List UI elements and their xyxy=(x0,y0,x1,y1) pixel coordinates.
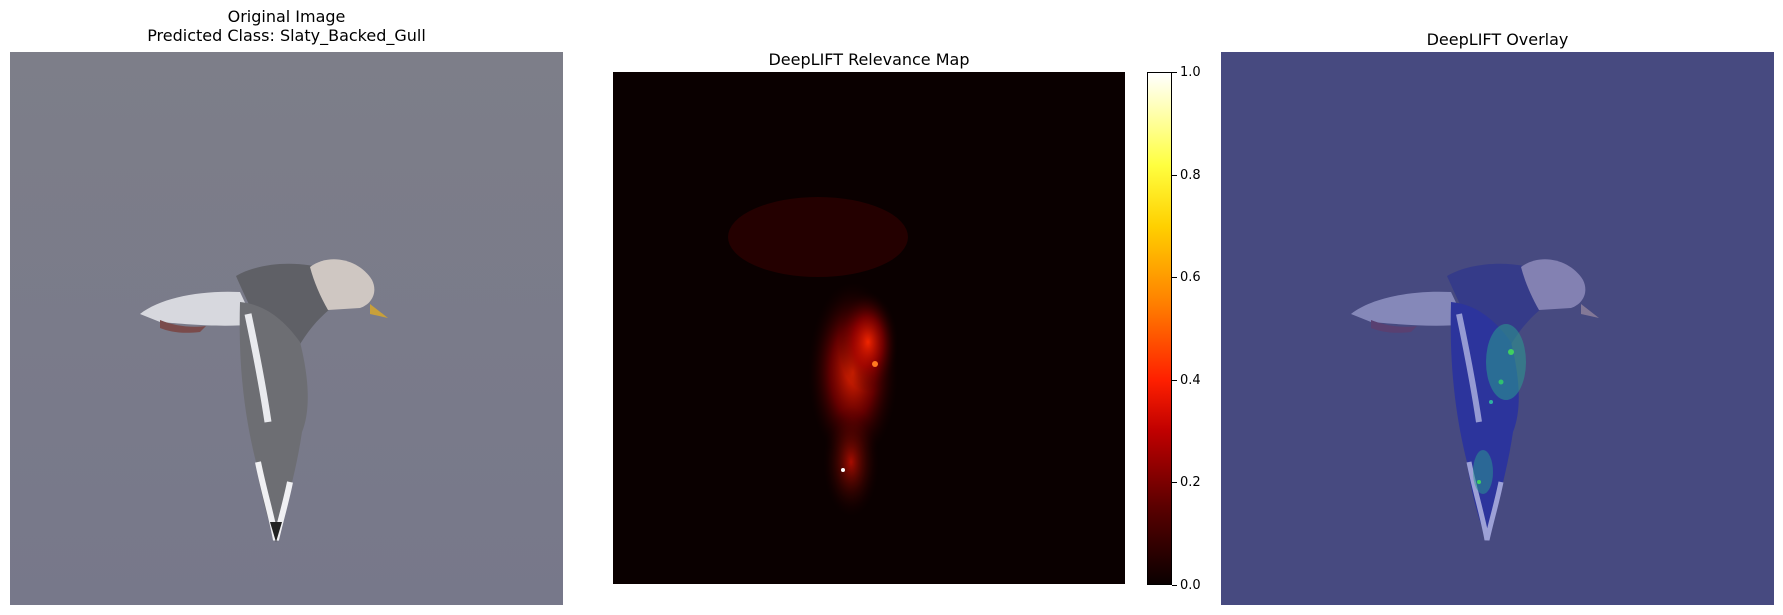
overlay-relevance-spots xyxy=(1473,324,1526,494)
colorbar xyxy=(1147,72,1172,585)
colorbar-tick-label: 0.4 xyxy=(1180,373,1201,388)
colorbar-tick-label: 1.0 xyxy=(1180,65,1201,80)
overlay-title: DeepLIFT Overlay xyxy=(1426,30,1569,49)
colorbar-tick-mark xyxy=(1172,380,1177,381)
colorbar-tick-mark xyxy=(1172,175,1177,176)
colorbar-tick-mark xyxy=(1172,72,1177,73)
gull-figure xyxy=(140,259,388,542)
colorbar-tick-label: 0.6 xyxy=(1180,270,1201,285)
overlay-image xyxy=(1221,52,1774,605)
original-image-title: Original Image Predicted Class: Slaty_Ba… xyxy=(10,7,563,45)
original-image xyxy=(10,52,563,605)
colorbar-tick-label: 0.0 xyxy=(1180,578,1201,593)
predicted-class-label: Predicted Class: Slaty_Backed_Gull xyxy=(147,26,426,45)
colorbar-tick-mark xyxy=(1172,277,1177,278)
original-image-title-line1: Original Image xyxy=(227,7,346,26)
relevance-map xyxy=(613,72,1125,584)
colorbar-tick-label: 0.2 xyxy=(1180,475,1201,490)
colorbar-tick-label: 0.8 xyxy=(1180,168,1201,183)
colorbar-tick-mark xyxy=(1172,585,1177,586)
relevance-map-title: DeepLIFT Relevance Map xyxy=(768,50,970,69)
relevance-hotspots xyxy=(728,197,908,517)
colorbar-tick-mark xyxy=(1172,482,1177,483)
